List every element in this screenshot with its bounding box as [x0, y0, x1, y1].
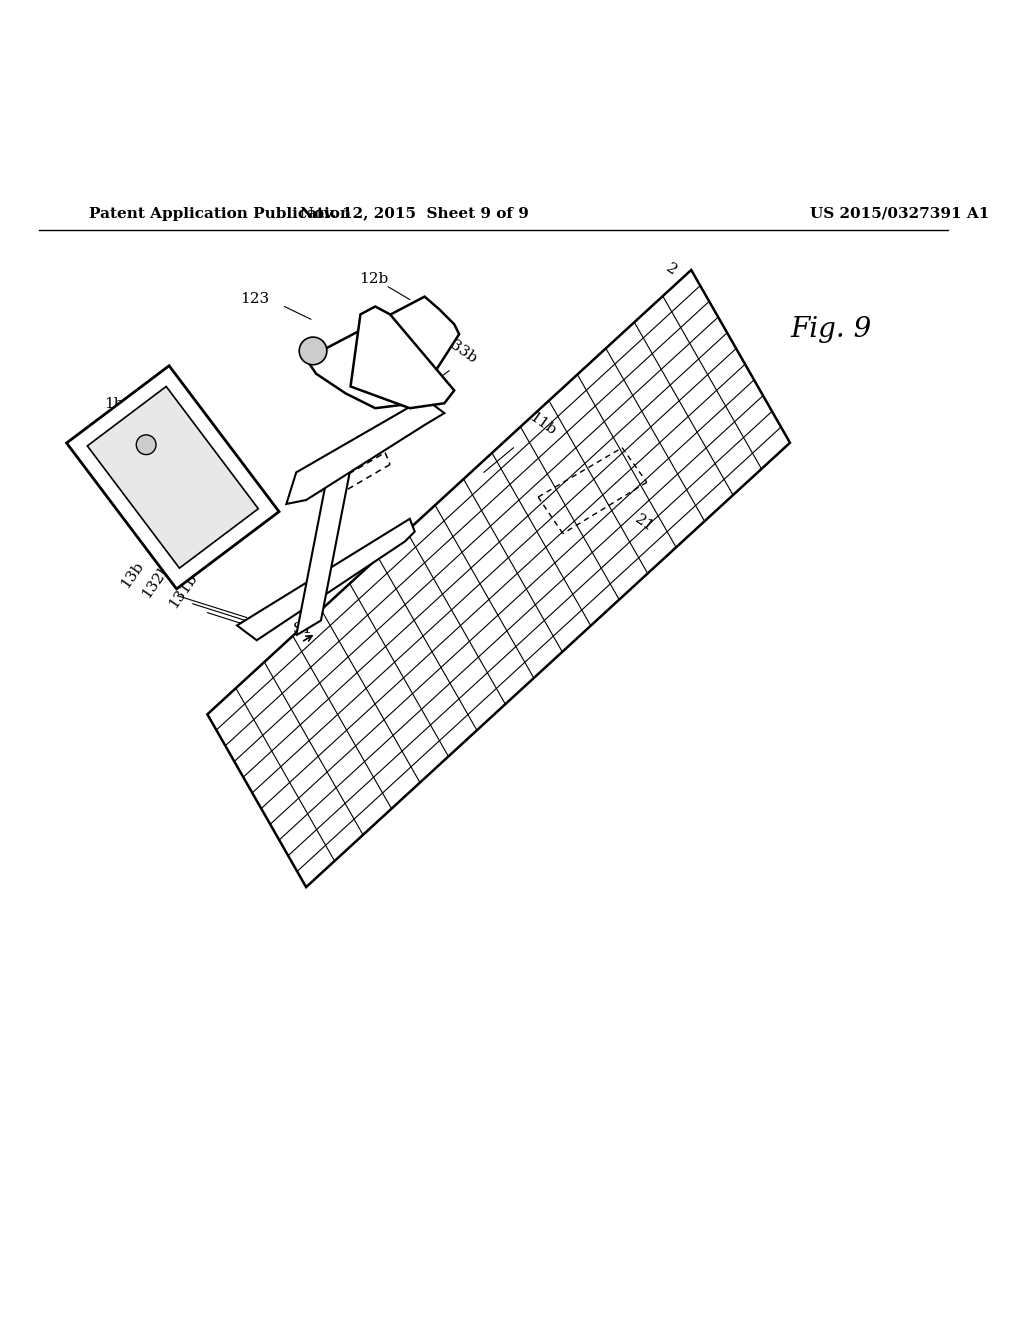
Text: 12b: 12b [358, 272, 388, 286]
Text: US 2015/0327391 A1: US 2015/0327391 A1 [810, 207, 989, 220]
Polygon shape [287, 399, 444, 504]
Text: 131b: 131b [166, 570, 200, 611]
Text: S1: S1 [292, 622, 312, 636]
Text: Patent Application Publication: Patent Application Publication [89, 207, 351, 220]
Polygon shape [237, 519, 415, 640]
Polygon shape [350, 306, 455, 408]
Polygon shape [87, 387, 258, 568]
Text: 1b: 1b [103, 397, 123, 412]
Text: 123: 123 [241, 292, 269, 305]
Polygon shape [306, 297, 459, 408]
Polygon shape [67, 366, 279, 589]
Text: 11b: 11b [526, 409, 558, 438]
Text: 21: 21 [632, 512, 656, 535]
Circle shape [136, 434, 156, 454]
Text: Fig. 9: Fig. 9 [790, 315, 871, 343]
Polygon shape [296, 442, 355, 635]
Text: 13b: 13b [118, 560, 146, 591]
Text: 121b: 121b [413, 313, 453, 347]
Text: 132b: 132b [139, 561, 173, 601]
Text: 133b: 133b [439, 333, 479, 367]
Circle shape [299, 337, 327, 364]
Text: Nov. 12, 2015  Sheet 9 of 9: Nov. 12, 2015 Sheet 9 of 9 [300, 207, 529, 220]
Text: 2: 2 [664, 261, 680, 279]
